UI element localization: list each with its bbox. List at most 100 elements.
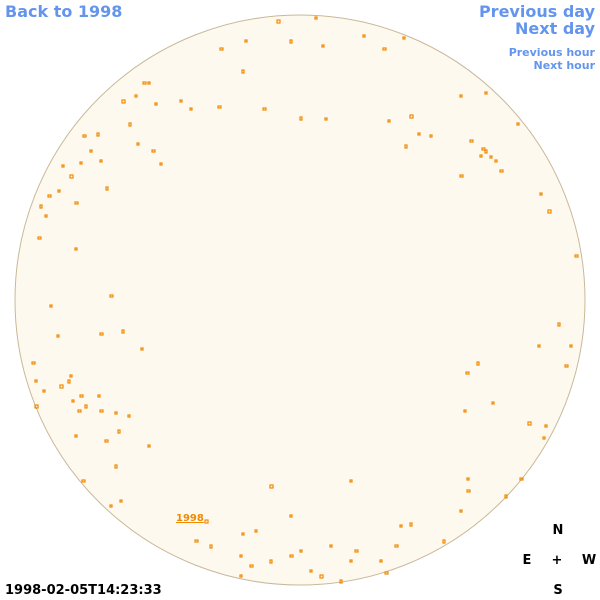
compass-center: + xyxy=(552,553,563,568)
sunspot xyxy=(299,549,303,553)
sunspot xyxy=(476,361,480,366)
sunspot xyxy=(241,69,245,74)
sunspot xyxy=(314,16,318,20)
sunspot xyxy=(262,107,267,111)
sunspot xyxy=(194,539,199,543)
sunspot xyxy=(557,322,561,327)
sunspot xyxy=(136,142,140,146)
sunspot xyxy=(394,544,399,548)
sunspot xyxy=(429,134,433,138)
timestamp: 1998-02-05T14:23:33 xyxy=(5,583,162,598)
sunspot xyxy=(309,569,313,573)
compass-west: W xyxy=(582,553,596,568)
sunspot xyxy=(319,574,324,579)
sunspot xyxy=(276,19,281,24)
sunspot xyxy=(81,479,86,483)
sunspot xyxy=(89,149,93,153)
sunspot xyxy=(459,509,463,513)
next-day-link[interactable]: Next day xyxy=(515,19,596,38)
sunspot xyxy=(67,379,71,384)
solar-disk xyxy=(14,14,586,586)
sunspot xyxy=(516,122,520,126)
previous-hour-link[interactable]: Previous hour xyxy=(509,46,596,59)
sunspot xyxy=(539,192,543,196)
sunspot xyxy=(409,114,414,119)
sunspot xyxy=(324,117,328,121)
sunspot xyxy=(159,162,163,166)
sunspot xyxy=(34,404,39,409)
sunspot xyxy=(409,522,413,527)
sunspot xyxy=(97,394,101,398)
sunspot xyxy=(469,139,474,143)
sunspot xyxy=(569,344,573,348)
sunspot xyxy=(219,47,224,51)
sunspot xyxy=(204,519,209,524)
sunspot xyxy=(466,489,471,493)
sunspot xyxy=(479,154,483,158)
sunspot xyxy=(37,236,42,240)
sunspot xyxy=(489,155,493,159)
sunspot xyxy=(140,347,144,351)
sunspot xyxy=(121,99,126,104)
sunspot xyxy=(466,477,470,481)
sunspot xyxy=(289,554,294,558)
sunspot xyxy=(542,436,546,440)
sunspot xyxy=(96,132,100,137)
sunspot xyxy=(69,174,74,179)
sunspot xyxy=(79,394,84,398)
sunspot xyxy=(459,94,463,98)
sunspot xyxy=(484,149,488,154)
sunspot xyxy=(519,477,524,481)
sunspot xyxy=(109,294,114,298)
disk-label[interactable]: 1998 xyxy=(176,513,204,524)
sunspot xyxy=(71,399,75,403)
sunspot xyxy=(239,574,243,578)
sunspot xyxy=(289,514,293,518)
sunspot xyxy=(109,504,113,508)
sunspot xyxy=(379,559,383,563)
sunspot xyxy=(105,186,109,191)
sunspot xyxy=(189,107,193,111)
sunspot xyxy=(537,344,541,348)
sunspot xyxy=(99,409,104,413)
sunspot xyxy=(417,132,421,136)
compass-east: E xyxy=(523,553,532,568)
sunspot xyxy=(491,401,495,405)
sunspot xyxy=(362,34,366,38)
sunspot xyxy=(354,549,359,553)
sunspot xyxy=(574,254,579,258)
sunspot xyxy=(31,361,36,365)
sunspot xyxy=(39,204,43,209)
sunspot xyxy=(61,164,65,168)
sunspot xyxy=(387,119,391,123)
back-link[interactable]: Back to 1998 xyxy=(5,2,122,21)
sunspot xyxy=(349,479,353,483)
sunspot xyxy=(74,201,79,205)
sunspot xyxy=(241,532,245,536)
sunspot xyxy=(74,247,78,251)
sunspot xyxy=(59,384,64,389)
sunspot xyxy=(49,304,53,308)
sunspot xyxy=(147,444,151,448)
next-hour-link[interactable]: Next hour xyxy=(534,59,596,72)
sunspot xyxy=(82,134,87,138)
sunspot xyxy=(254,529,258,533)
sunspot xyxy=(494,159,498,163)
sunspot xyxy=(544,424,548,428)
sunspot xyxy=(321,44,325,48)
sunspot xyxy=(289,39,293,44)
sunspot xyxy=(217,105,222,109)
previous-day-link[interactable]: Previous day xyxy=(479,2,596,21)
sunspot xyxy=(104,439,109,443)
sunspot xyxy=(117,429,121,434)
compass-north: N xyxy=(553,523,564,538)
sunspot xyxy=(34,379,38,383)
sunspot xyxy=(481,147,486,151)
sunspot xyxy=(128,122,132,127)
sunspot xyxy=(99,332,104,336)
sunspot xyxy=(42,389,46,393)
sunspot xyxy=(382,47,387,51)
sunspot xyxy=(114,411,118,415)
